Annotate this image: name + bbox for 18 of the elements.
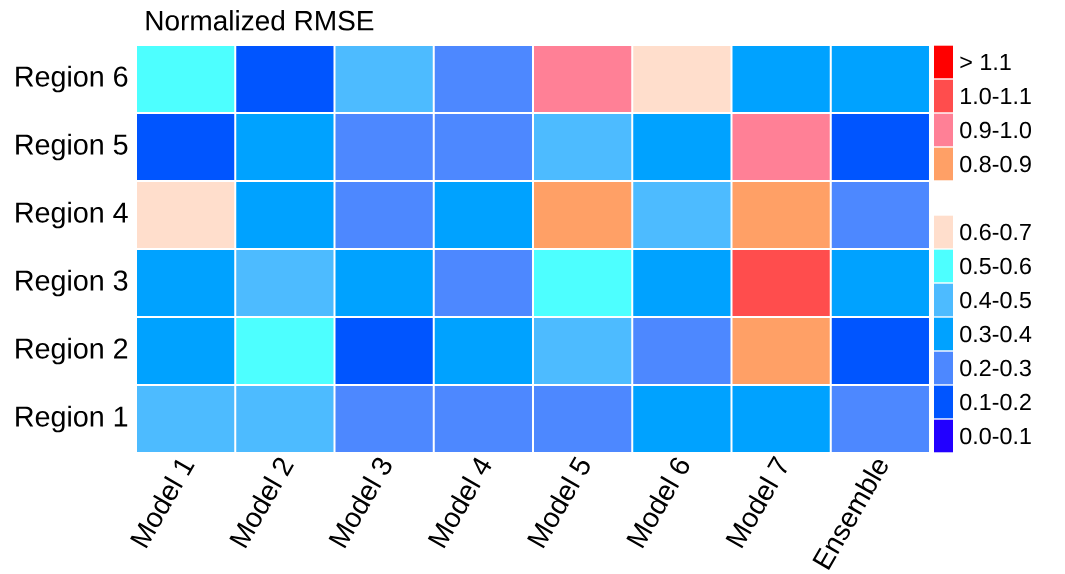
- y-tick-label: Region 3: [16, 269, 128, 297]
- y-tick-label: Region 2: [16, 337, 128, 365]
- color-bar-label: 0.1-0.2: [960, 393, 1031, 411]
- y-tick-label: Region 1: [16, 405, 128, 433]
- color-bar-label: 0.5-0.6: [960, 257, 1031, 275]
- color-bar-label: 0.3-0.4: [960, 325, 1032, 343]
- y-tick-label: Region 5: [16, 133, 128, 161]
- chart-title: Normalized RMSE: [146, 10, 374, 31]
- y-tick-label: Region 6: [16, 65, 128, 93]
- color-bar-label: 0.9-1.0: [960, 121, 1031, 139]
- y-tick-label: Region 4: [16, 201, 128, 229]
- color-bar-label: 0.2-0.3: [960, 359, 1031, 377]
- color-bar-label: 1.0-1.1: [961, 87, 1031, 105]
- color-bar-label: > 1.1: [960, 53, 1011, 71]
- color-bar-label: 0.8-0.9: [960, 155, 1031, 173]
- color-bar-label: 0.0-0.1: [960, 427, 1031, 445]
- color-bar-label: 0.4-0.5: [960, 291, 1031, 309]
- color-bar-label: 0.6-0.7: [960, 223, 1031, 241]
